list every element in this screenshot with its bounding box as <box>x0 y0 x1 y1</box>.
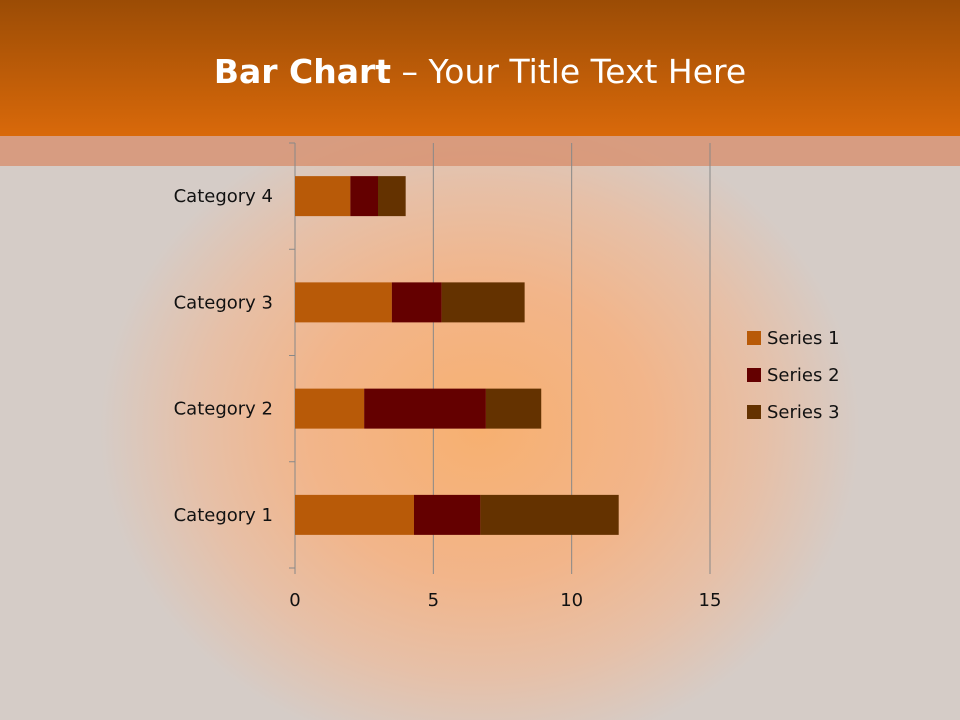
title-rest: – Your Title Text Here <box>391 52 747 91</box>
bar-series-1 <box>295 388 365 429</box>
bar-series-2 <box>364 388 486 429</box>
bar-series-1 <box>295 282 392 323</box>
x-tick-label: 15 <box>699 590 722 611</box>
title-bold: Bar Chart <box>213 52 392 91</box>
legend-swatch <box>747 368 761 382</box>
legend-label: Series 3 <box>767 402 840 423</box>
legend-swatch <box>747 331 761 345</box>
bar-series-3 <box>480 494 619 535</box>
header-band <box>0 136 960 166</box>
bar-series-1 <box>295 494 414 535</box>
x-tick-label: 10 <box>560 590 583 611</box>
category-label: Category 4 <box>174 186 273 207</box>
legend-label: Series 2 <box>767 365 840 386</box>
category-label: Category 1 <box>174 505 273 526</box>
x-tick-label: 5 <box>428 590 439 611</box>
bar-series-3 <box>485 388 542 429</box>
bar-series-2 <box>391 282 442 323</box>
category-label: Category 3 <box>174 292 273 313</box>
bar-series-2 <box>413 494 481 535</box>
bar-series-3 <box>378 176 406 217</box>
title-bar <box>0 0 960 136</box>
bar-series-2 <box>350 176 378 217</box>
category-label: Category 2 <box>174 399 273 420</box>
bar-series-3 <box>441 282 525 323</box>
x-tick-label: 0 <box>289 590 300 611</box>
slide-title: Bar Chart – Your Title Text Here <box>0 52 960 91</box>
legend-swatch <box>747 405 761 419</box>
legend-label: Series 1 <box>767 328 840 349</box>
bar-series-1 <box>295 176 351 217</box>
